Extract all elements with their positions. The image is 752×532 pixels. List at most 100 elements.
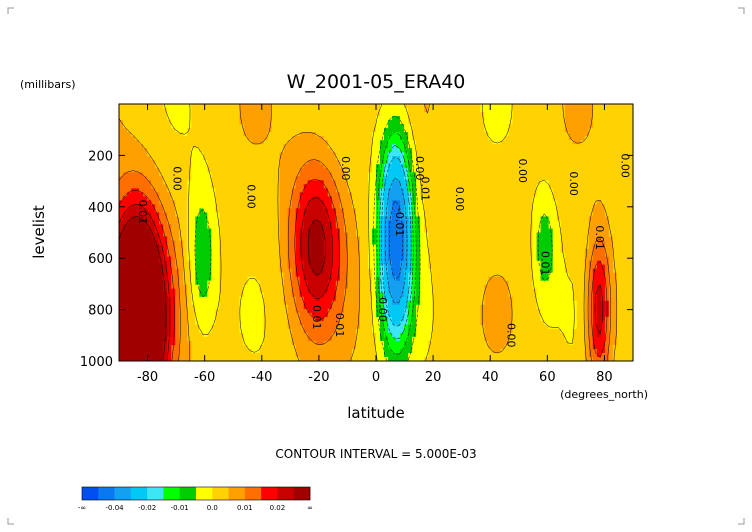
field-cell — [367, 272, 373, 278]
field-cell — [271, 260, 277, 266]
field-cell — [263, 236, 268, 241]
field-cell — [247, 176, 252, 181]
field-cell — [215, 200, 220, 205]
field-cell — [183, 128, 188, 133]
field-cell — [408, 276, 413, 282]
field-cell — [271, 208, 277, 213]
field-cell — [123, 132, 128, 137]
field-cell — [259, 216, 264, 221]
field-cell — [167, 316, 172, 322]
field-cell — [327, 280, 333, 286]
field-cell — [211, 168, 216, 173]
field-cell — [159, 272, 164, 278]
field-cell — [384, 180, 389, 185]
field-cell — [263, 228, 268, 233]
field-cell — [119, 148, 124, 153]
field-cell — [363, 256, 369, 262]
field-cell — [327, 356, 333, 362]
field-cell — [351, 344, 357, 350]
field-cell — [175, 316, 180, 322]
field-cell — [135, 184, 140, 189]
field-cell — [428, 276, 433, 282]
field-cell — [376, 288, 381, 294]
field-cell — [359, 172, 365, 177]
field-cell — [291, 168, 297, 173]
field-cell — [400, 296, 405, 302]
field-cell — [251, 348, 256, 354]
field-cell — [179, 352, 184, 358]
field-cell — [307, 148, 313, 153]
field-cell — [307, 328, 313, 334]
field-cell — [239, 176, 244, 181]
corner-marks — [7, 7, 745, 525]
field-cell — [307, 184, 313, 189]
field-cell — [331, 324, 337, 330]
field-cell — [203, 148, 208, 153]
field-cell — [147, 176, 152, 181]
field-cell — [339, 288, 345, 294]
field-cell — [359, 156, 365, 161]
field-cell — [179, 312, 184, 318]
field-cell — [195, 148, 200, 153]
field-cell — [187, 136, 192, 141]
field-cell — [396, 304, 401, 310]
field-cell — [195, 176, 200, 181]
field-cell — [367, 352, 373, 358]
field-cell — [315, 252, 321, 257]
field-cell — [231, 120, 236, 125]
field-cell — [347, 120, 353, 125]
field-cell — [412, 248, 417, 253]
field-cell — [215, 116, 220, 121]
field-cell — [135, 160, 140, 165]
field-cell — [127, 276, 132, 282]
field-cell — [239, 252, 244, 257]
field-cell — [408, 224, 413, 229]
field-cell — [215, 144, 220, 149]
field-cell — [239, 200, 244, 205]
field-cell — [392, 292, 397, 298]
field-cell — [371, 356, 377, 362]
field-cell — [380, 124, 385, 129]
field-cell — [175, 292, 180, 298]
field-cell — [295, 256, 301, 262]
field-cell — [311, 120, 317, 125]
field-cell — [139, 268, 144, 274]
field-cell — [123, 252, 128, 257]
field-cell — [275, 244, 281, 249]
field-cell — [299, 192, 305, 197]
field-cell — [231, 140, 236, 145]
field-cell — [183, 352, 188, 358]
field-cell — [371, 172, 377, 177]
field-cell — [155, 204, 160, 209]
field-cell — [303, 184, 309, 189]
field-cell — [392, 288, 397, 294]
field-cell — [243, 304, 248, 310]
field-cell — [179, 252, 184, 257]
field-cell — [255, 356, 260, 362]
field-cell — [384, 108, 389, 113]
field-cell — [355, 176, 361, 181]
field-cell — [175, 212, 180, 217]
field-cell — [396, 108, 401, 113]
field-cell — [420, 172, 425, 177]
field-cell — [135, 292, 140, 298]
field-cell — [295, 188, 301, 193]
field-cell — [243, 124, 248, 129]
field-cell — [400, 284, 405, 290]
field-cell — [139, 124, 144, 129]
field-cell — [191, 220, 196, 225]
field-cell — [243, 112, 248, 117]
field-cell — [267, 180, 272, 185]
field-cell — [127, 324, 132, 330]
field-cell — [191, 164, 196, 169]
field-cell — [151, 324, 156, 330]
field-cell — [123, 220, 128, 225]
field-cell — [143, 204, 148, 209]
field-cell — [323, 108, 329, 113]
field-cell — [291, 336, 297, 342]
field-cell — [147, 348, 152, 354]
field-cell — [363, 352, 369, 358]
field-cell — [359, 304, 365, 310]
field-cell — [167, 232, 172, 237]
field-cell — [307, 104, 313, 109]
